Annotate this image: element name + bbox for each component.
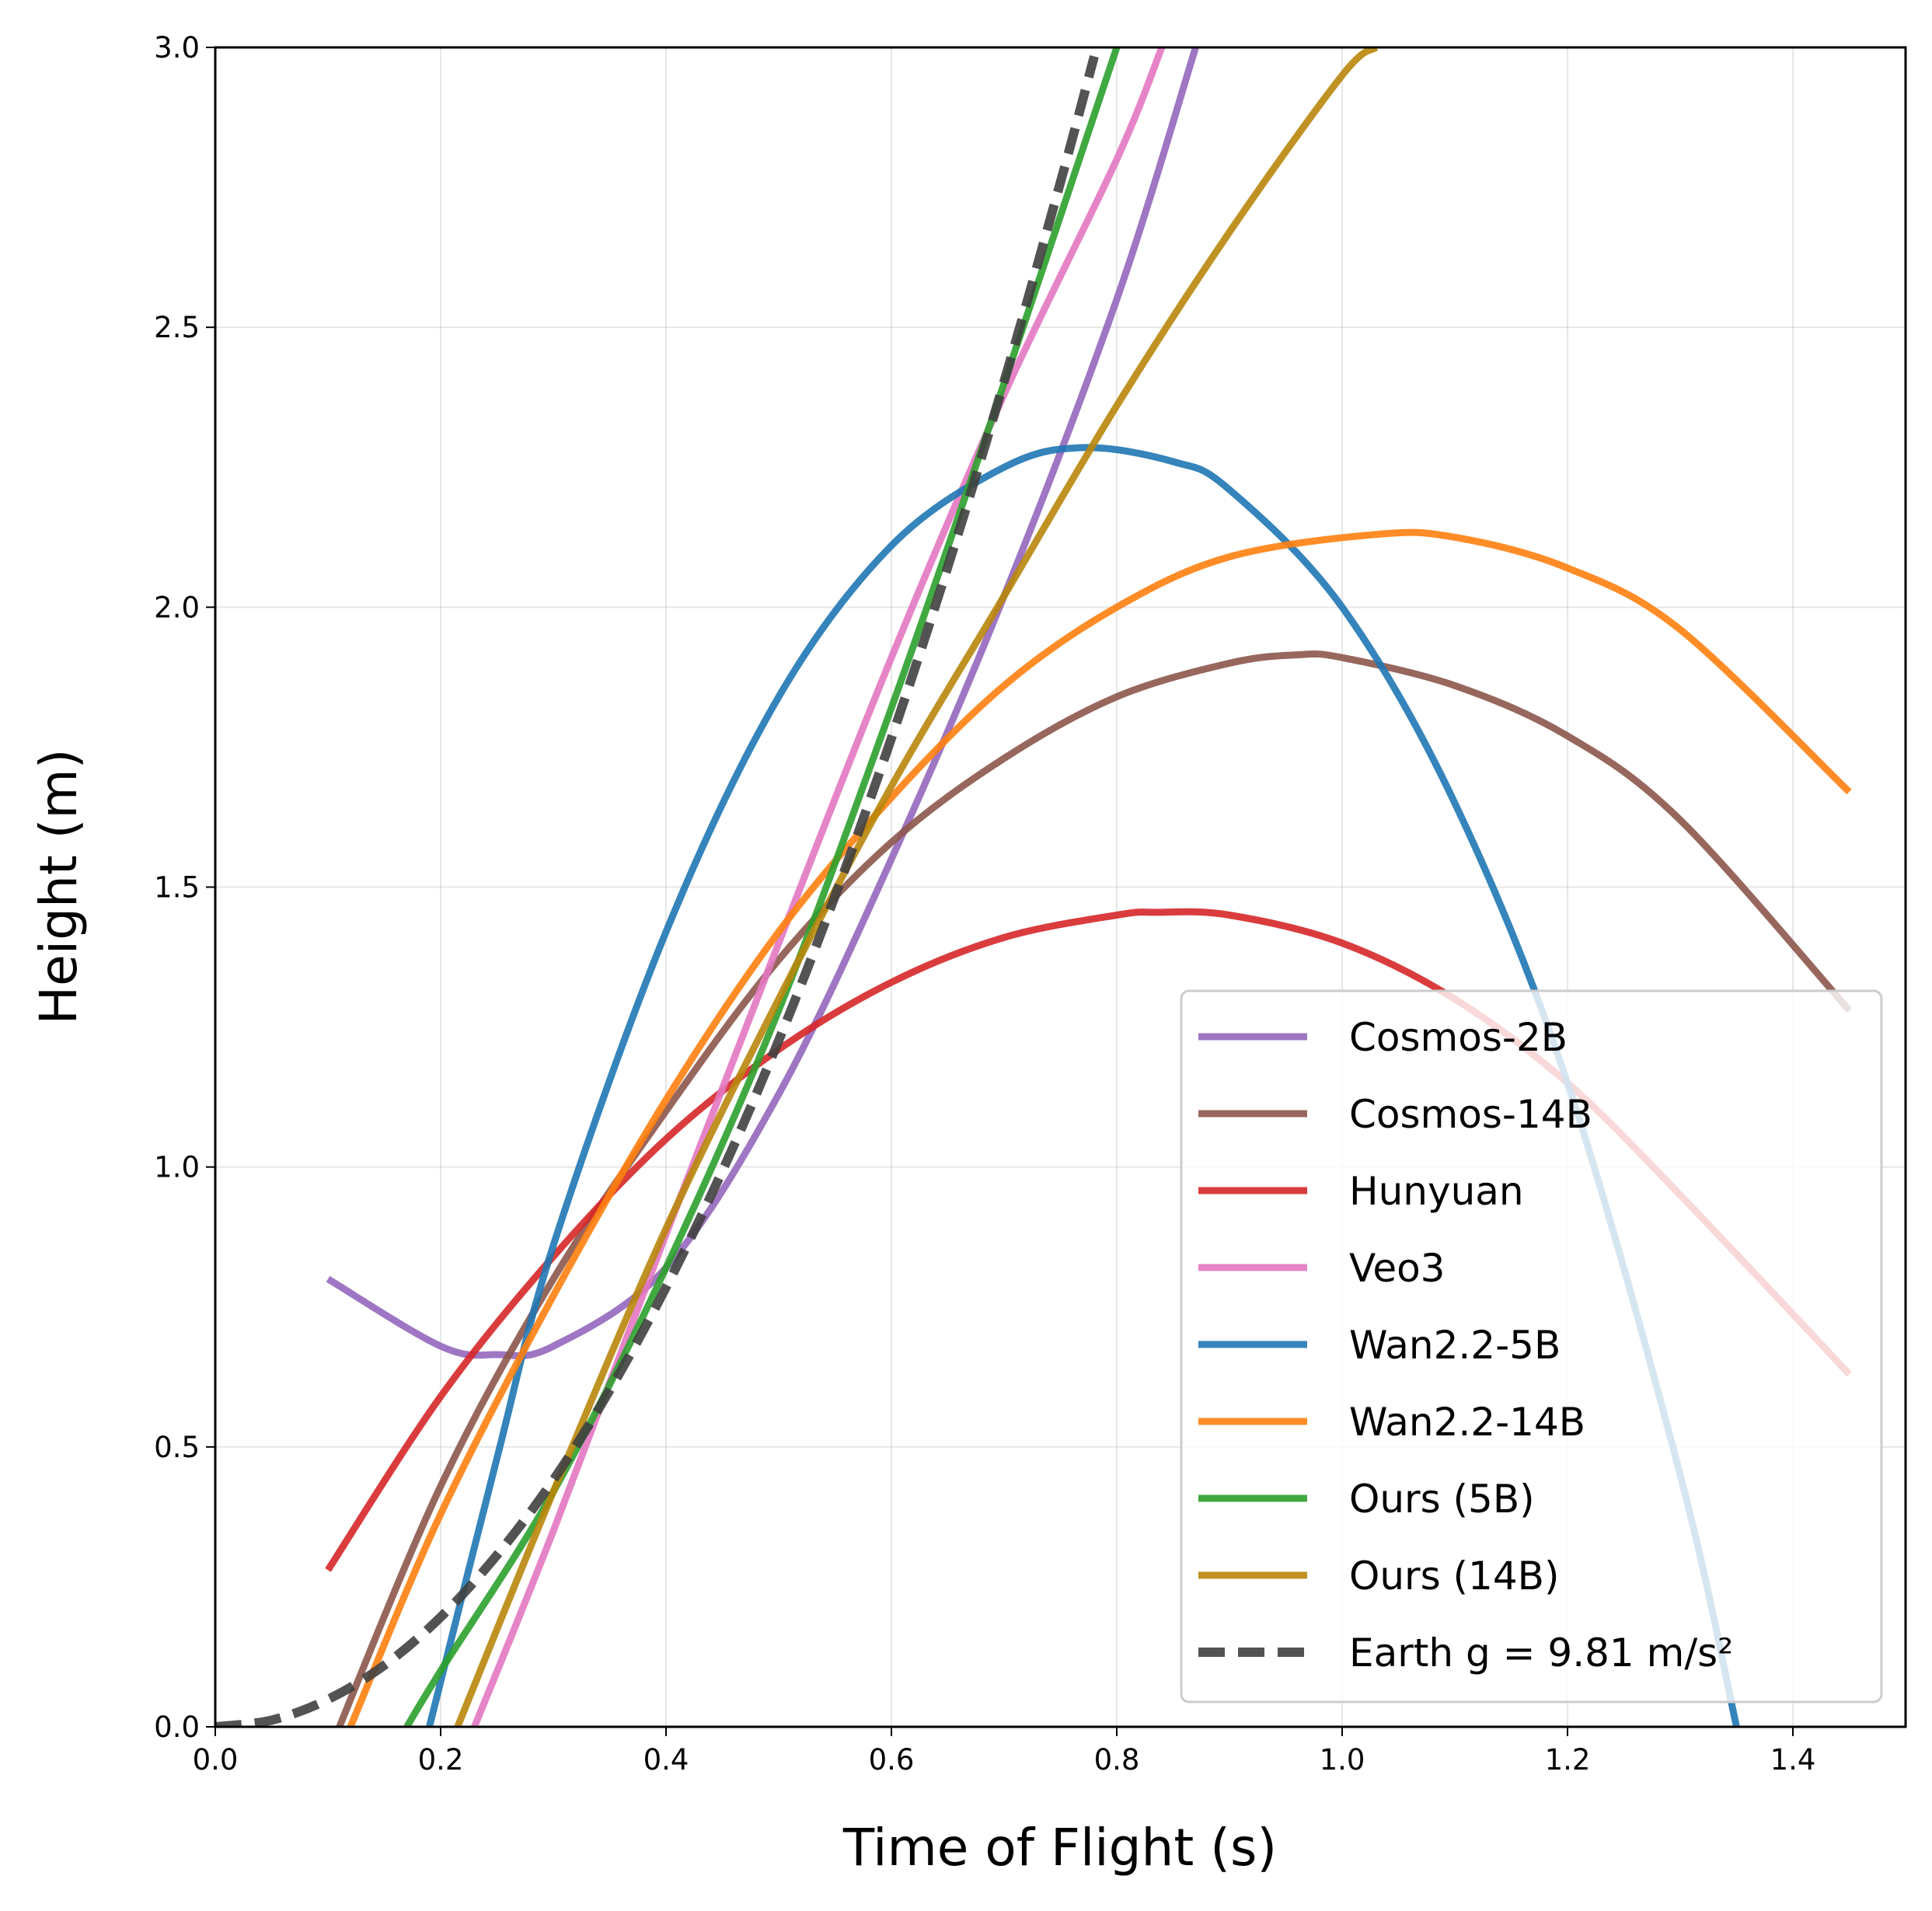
series-line-veo3	[471, 47, 1166, 1727]
legend-label: Cosmos-2B	[1349, 1015, 1568, 1060]
x-tick-label: 1.2	[1545, 1743, 1591, 1777]
y-tick-label: 1.0	[154, 1151, 200, 1184]
series-line-ours-5b	[403, 47, 1121, 1727]
x-tick-label: 0.4	[643, 1743, 689, 1777]
legend: Cosmos-2B Cosmos-14B Hunyuan Veo3 Wan2.2-5B W…	[1180, 989, 1883, 1704]
x-tick-label: 0.6	[869, 1743, 915, 1777]
legend-label: Ours (14B)	[1349, 1554, 1559, 1599]
y-tick-label: 0.5	[154, 1431, 200, 1464]
y-tick-label: 3.0	[154, 31, 200, 65]
x-tick-label: 0.8	[1094, 1743, 1140, 1777]
x-tick-label: 0.0	[193, 1743, 239, 1777]
ticks: 0.0 0.2 0.4 0.6 0.8 1.0 1.2 1.4 0.0 0.5 1.0 1.5 2.0 2…	[154, 31, 1815, 1777]
legend-label: Wan2.2-14B	[1349, 1400, 1585, 1445]
x-tick-label: 1.4	[1770, 1743, 1816, 1777]
legend-box	[1180, 989, 1883, 1704]
legend-label: Veo3	[1349, 1246, 1446, 1291]
x-tick-label: 1.0	[1320, 1743, 1365, 1777]
y-tick-label: 0.0	[154, 1710, 200, 1744]
y-tick-label: 2.5	[154, 311, 200, 344]
y-tick-label: 1.5	[154, 871, 200, 905]
x-tick-label: 0.2	[418, 1743, 464, 1777]
y-tick-label: 2.0	[154, 591, 200, 624]
series-line-earth-g-9-81-m-s	[215, 54, 1099, 1727]
legend-label: Hunyuan	[1349, 1169, 1524, 1214]
series-line-wan2-2-14b	[347, 528, 1852, 1727]
legend-label: Earth g = 9.81 m/s²	[1349, 1630, 1733, 1676]
x-axis-title: Time of Flight (s)	[842, 1818, 1277, 1878]
y-axis-title: Height (m)	[29, 749, 89, 1025]
legend-label: Cosmos-14B	[1349, 1092, 1592, 1137]
series-line-ours-14b	[454, 47, 1379, 1727]
legend-label: Wan2.2-5B	[1349, 1323, 1561, 1368]
legend-label: Ours (5B)	[1349, 1477, 1535, 1522]
